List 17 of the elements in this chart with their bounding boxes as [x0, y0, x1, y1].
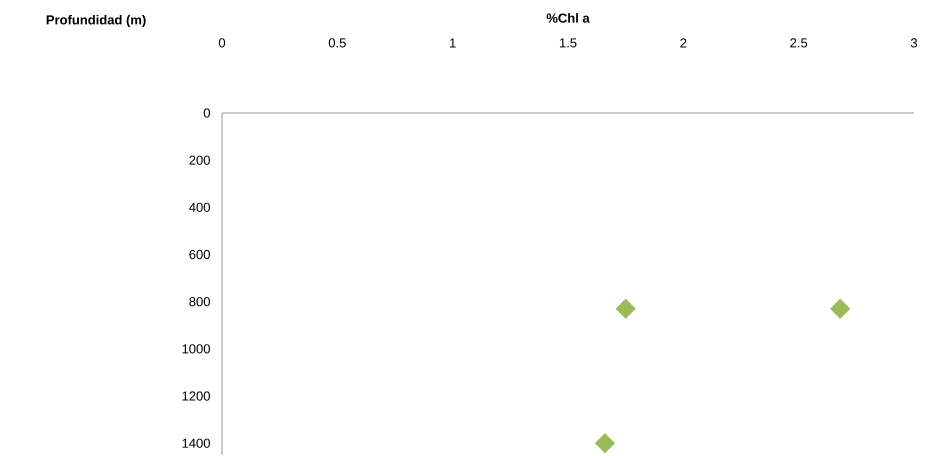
- y-tick-label: 800: [189, 297, 210, 307]
- y-tick-label: 0: [204, 108, 210, 118]
- y-tick-label: 1000: [182, 344, 210, 354]
- y-tick-label: 400: [189, 202, 210, 212]
- x-tick-label: 2.5: [790, 38, 808, 48]
- x-tick-label: 3: [910, 38, 918, 48]
- x-tick-label: 0.5: [328, 38, 346, 48]
- x-tick-label: 1: [450, 38, 456, 48]
- x-tick-label: 0: [218, 38, 226, 48]
- y-tick-label: 200: [189, 156, 210, 166]
- x-axis-title: %Chl a: [546, 13, 590, 23]
- y-tick-label: 1200: [182, 392, 210, 401]
- x-tick-label: 2: [680, 38, 686, 48]
- x-tick-label: 1.5: [560, 38, 576, 48]
- y-tick-label: 1400: [182, 438, 210, 448]
- y-axis-title: Profundidad (m): [46, 15, 146, 28]
- y-tick-label: 600: [189, 250, 210, 260]
